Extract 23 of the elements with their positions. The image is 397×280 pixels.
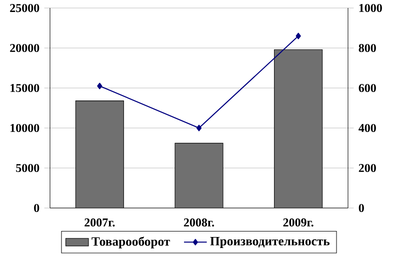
y2-tick-label: 800 — [358, 44, 376, 52]
y2-tick-label: 600 — [358, 84, 376, 92]
x-tick-label: 2008г. — [184, 218, 214, 227]
legend-label: Производительность — [210, 236, 330, 248]
y2-tick-label: 400 — [358, 124, 376, 132]
x-tick-label: 2007г. — [84, 218, 115, 227]
bar — [274, 49, 323, 208]
y-tick-label: 0 — [34, 204, 40, 212]
point — [196, 124, 202, 132]
y-tick-label: 20000 — [10, 44, 40, 52]
legend-label: Товарооборот — [92, 236, 170, 248]
y2-tick-label: 200 — [358, 164, 376, 172]
y2-tick-label: 0 — [358, 204, 364, 212]
y-tick-label: 10000 — [10, 124, 40, 132]
y-tick-label: 15000 — [10, 84, 40, 92]
x-tick-label: 2009г. — [283, 218, 314, 227]
bar — [175, 143, 223, 208]
y-tick-label: 5000 — [16, 164, 40, 172]
bar — [76, 100, 124, 208]
y-tick-label: 25000 — [10, 4, 40, 12]
point — [97, 82, 102, 90]
point — [296, 32, 301, 40]
y2-tick-label: 1000 — [359, 4, 382, 12]
